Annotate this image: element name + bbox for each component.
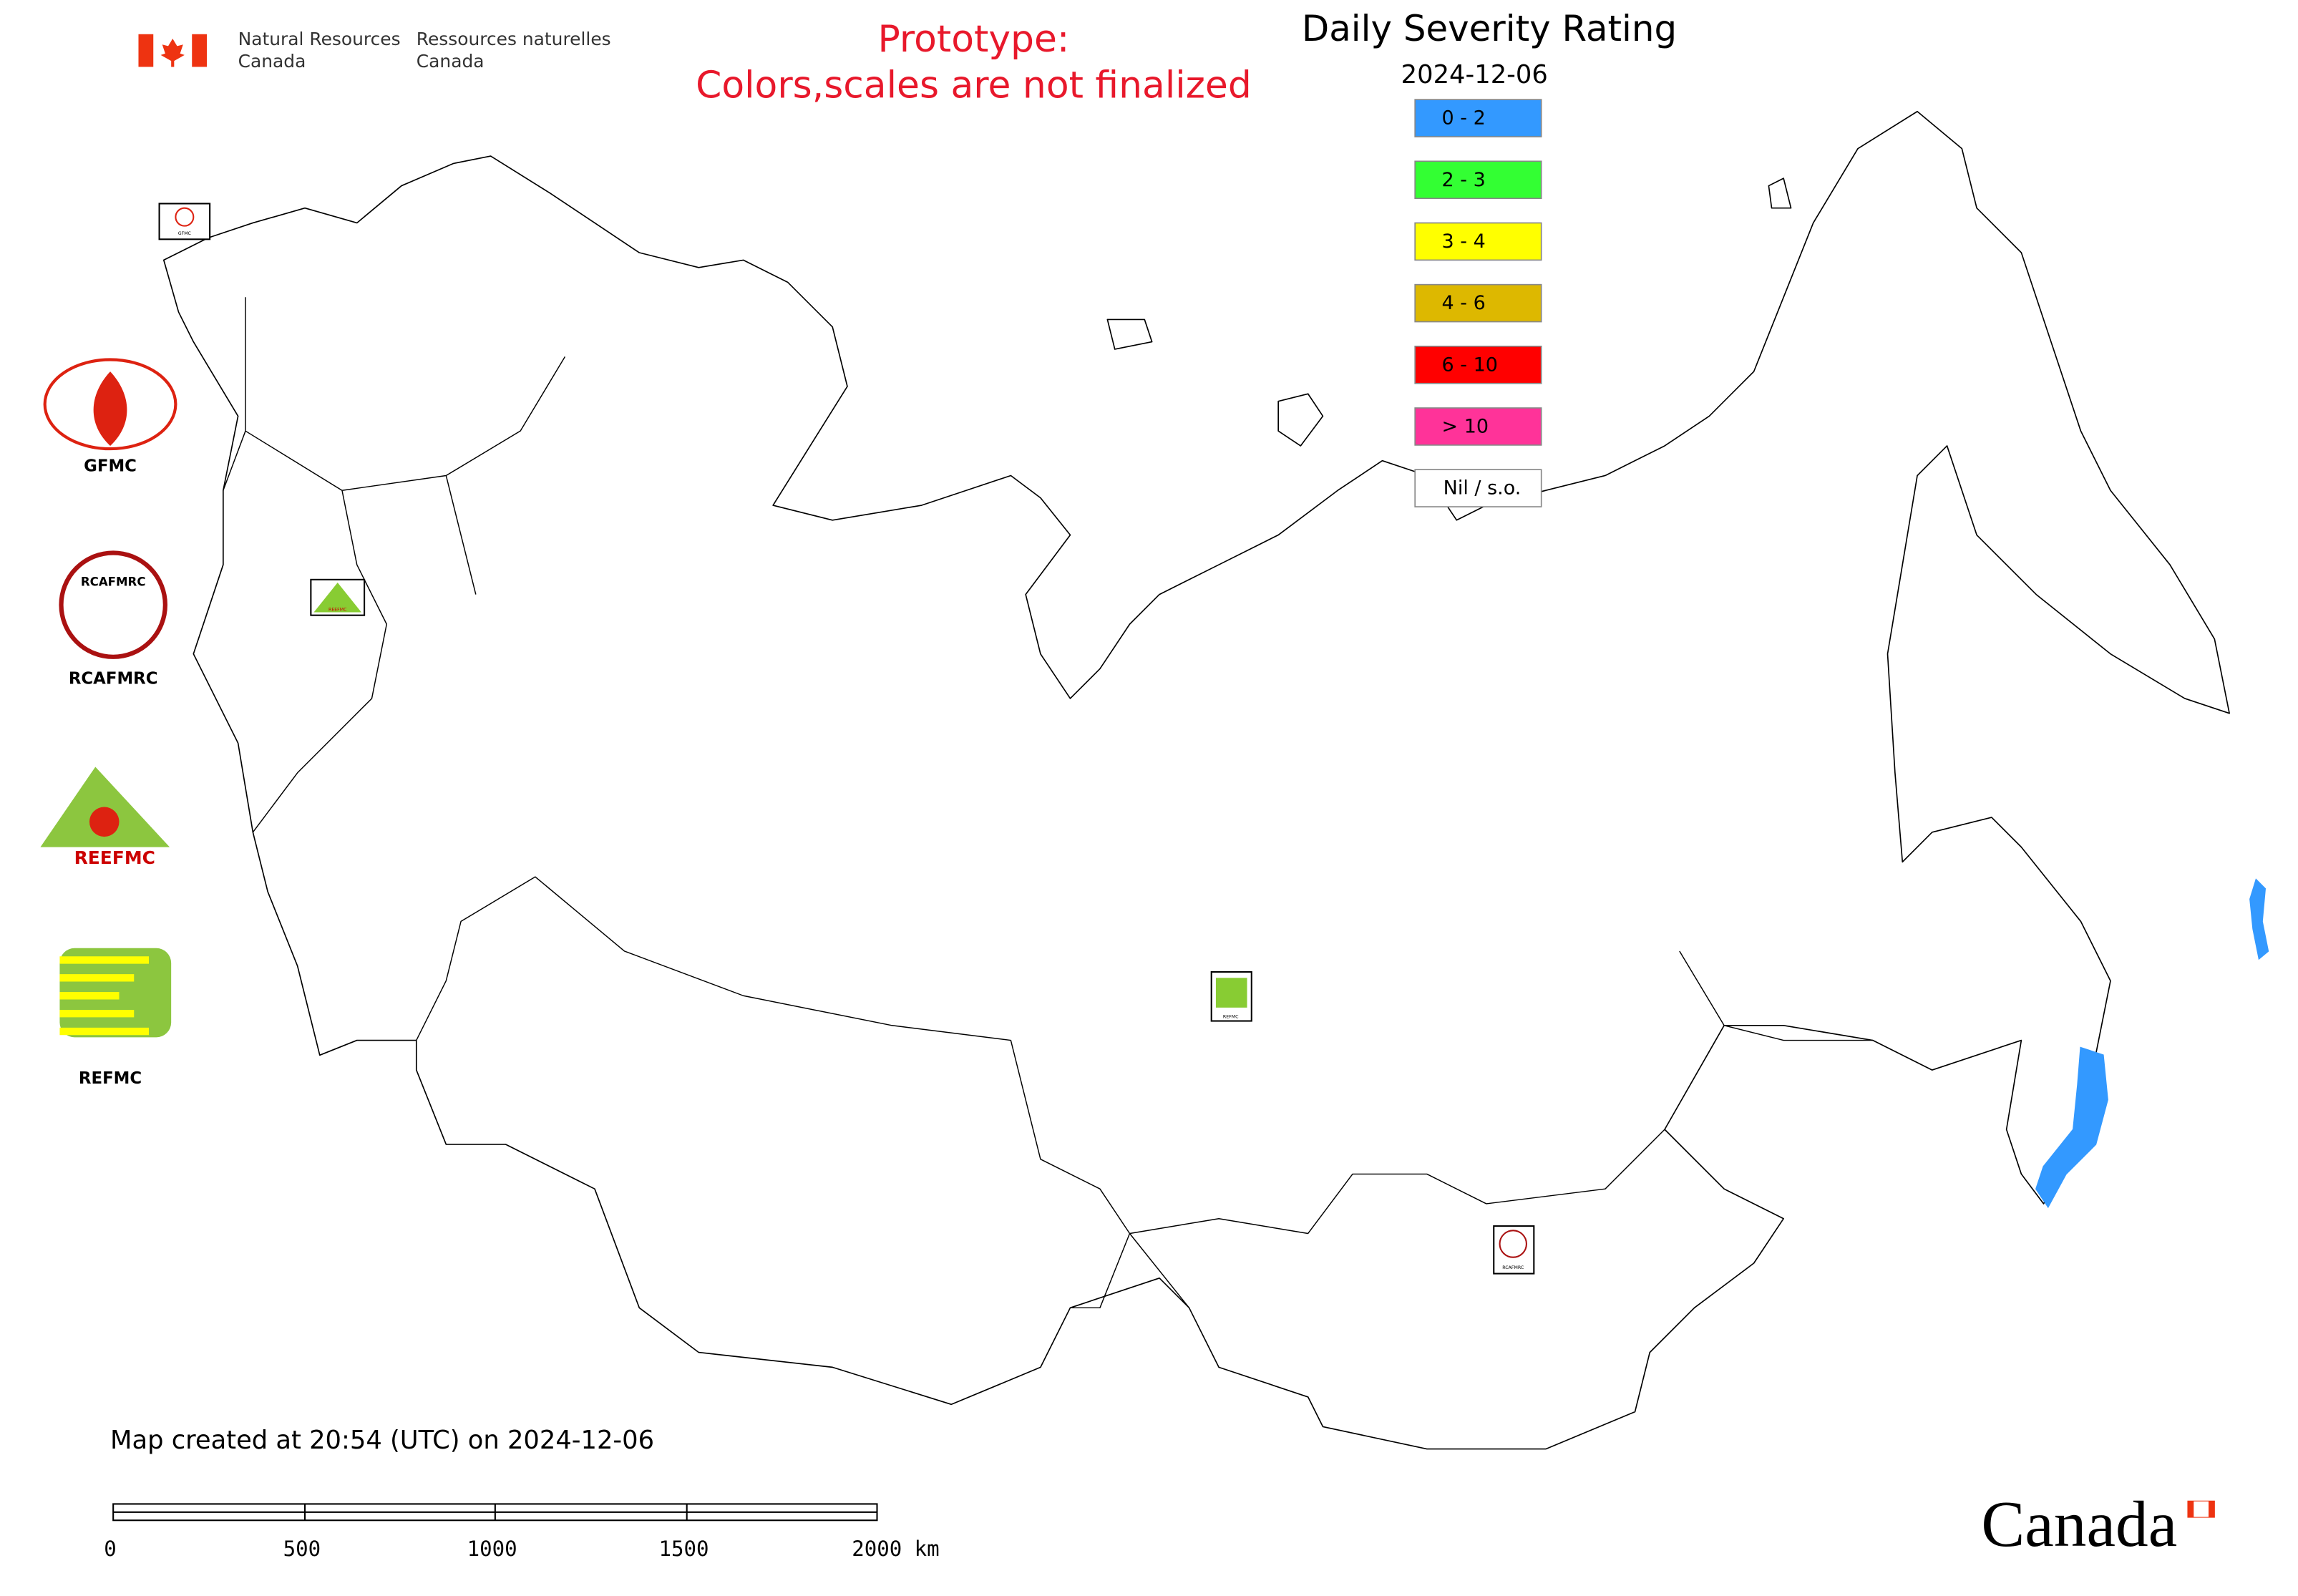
logo-flame: [89, 807, 120, 837]
island: [1106, 177, 1792, 447]
scale-bar-divisions: [113, 1504, 877, 1521]
legend-swatch: [1414, 469, 1542, 507]
marker-icon: [175, 207, 195, 227]
scale-label: 500: [283, 1537, 321, 1561]
basemap: [162, 110, 2269, 1450]
rated-area: [2249, 878, 2269, 960]
legend-swatch: [1414, 99, 1542, 137]
logo-label: RCAFMRC: [69, 669, 158, 688]
logo-label: GFMC: [84, 457, 137, 476]
flag-bar: [192, 34, 208, 67]
wordmark-flag-bar: [2209, 1501, 2215, 1518]
scale-label: 2000 km: [852, 1537, 939, 1561]
marker-icon: [1215, 978, 1247, 1008]
marker-icon: [313, 582, 361, 613]
legend-date: 2024-12-06: [1401, 60, 1548, 89]
legend-label: 4 - 6: [1442, 292, 1486, 314]
logo-label: REFMC: [79, 1069, 142, 1088]
marker-label: REFMC: [1223, 1014, 1239, 1019]
wordmark-flag-bar: [2187, 1501, 2194, 1518]
notice: Colors,scales are not finalized: [696, 64, 1252, 107]
scale-label: 0: [104, 1537, 117, 1561]
legend-label: 6 - 10: [1442, 354, 1498, 376]
header: Natural Resources Canada Ressources natu…: [138, 18, 1252, 107]
legend-label: 2 - 3: [1442, 169, 1486, 191]
legend-swatch: [1414, 222, 1542, 261]
notice: Prototype:: [878, 18, 1070, 61]
map-markers: GFMC REEFMC REFMC RCAFMRC: [158, 203, 1535, 1275]
legend-label: 3 - 4: [1442, 230, 1486, 253]
landmass: [162, 110, 2230, 1450]
agency-en: Canada: [238, 51, 306, 72]
logo-rcafmrc: [59, 550, 167, 659]
legend-label: 0 - 2: [1442, 107, 1486, 130]
logo-reefmc: [40, 767, 170, 847]
legend: Daily Severity Rating 2024-12-06 0 - 2 2 …: [1302, 8, 1677, 507]
created-note: Map created at 20:54 (UTC) on 2024-12-06: [110, 1426, 654, 1455]
scale-label: 1500: [659, 1537, 709, 1561]
legend-swatch: [1414, 407, 1542, 446]
logo-stripes: [59, 956, 150, 1036]
legend-swatch: [1414, 160, 1542, 200]
side-logos: GFMC RCAFMRC RCAFMRC REEFMC REFMC: [40, 358, 177, 1088]
legend-title: Daily Severity Rating: [1302, 8, 1677, 49]
logo-label: REEFMC: [74, 847, 155, 868]
scale-label: 1000: [467, 1537, 517, 1561]
agency-fr: Canada: [417, 51, 485, 72]
agency-fr: Ressources naturelles: [417, 29, 611, 49]
legend-label: Nil / s.o.: [1443, 477, 1522, 500]
logo-inner-label: RCAFMRC: [81, 575, 146, 588]
maple-leaf: [160, 38, 185, 67]
logo-flame: [93, 371, 127, 446]
footer: Map created at 20:54 (UTC) on 2024-12-06…: [104, 1426, 2215, 1561]
legend-label: > 10: [1442, 415, 1489, 437]
legend-swatch: [1414, 283, 1542, 323]
legend-swatch: [1414, 345, 1542, 384]
marker-label: RCAFMRC: [1502, 1265, 1524, 1270]
marker-label: GFMC: [178, 231, 191, 236]
agency-en: Natural Resources: [238, 29, 401, 49]
rated-area: [2035, 1046, 2108, 1209]
wordmark: Canada: [1981, 1488, 2177, 1560]
country-border: [223, 297, 1873, 1309]
marker-icon: [1499, 1230, 1527, 1258]
marker-label: REEFMC: [328, 607, 346, 612]
flag-bar: [138, 34, 154, 67]
